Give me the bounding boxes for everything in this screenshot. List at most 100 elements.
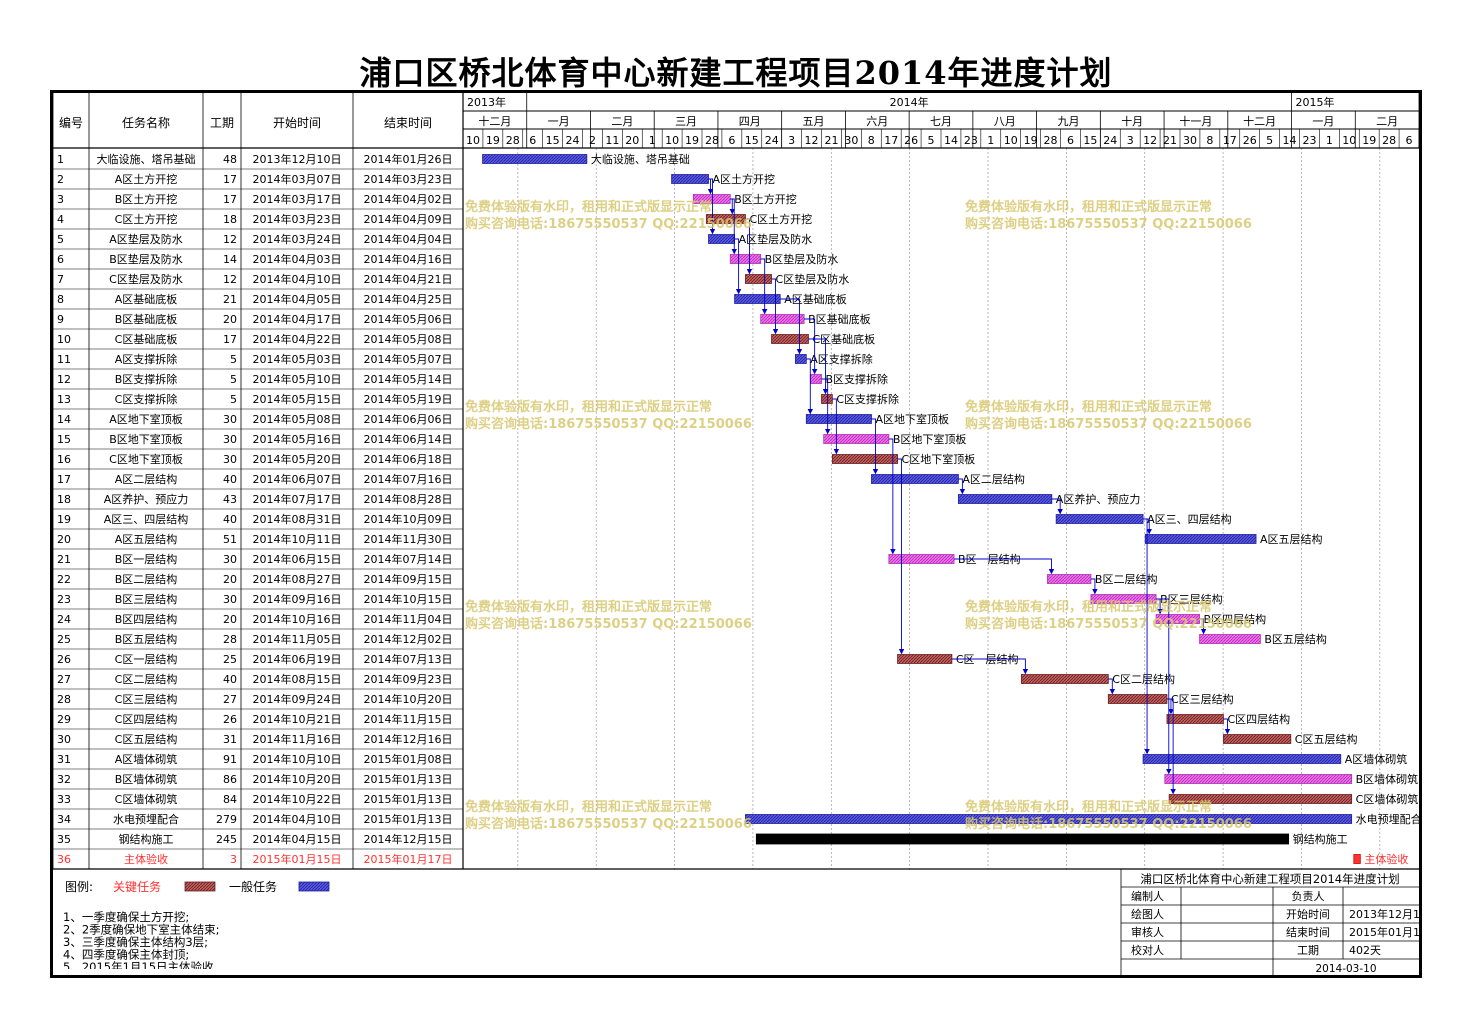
legend-general-swatch: [298, 881, 330, 892]
dependency-arrow: [1143, 518, 1150, 755]
day-label: 24: [566, 134, 580, 147]
dependency-arrow: [951, 658, 1029, 675]
day-label: 28: [1044, 134, 1058, 147]
task-name: B区垫层及防水: [109, 252, 183, 266]
bar-label: B区基础底板: [808, 312, 871, 326]
task-name: 主体验收: [124, 852, 168, 866]
task-duration: 30: [223, 553, 237, 566]
day-label: 24: [1103, 134, 1117, 147]
task-no: 1: [57, 153, 64, 166]
dependency-arrow: [1223, 718, 1231, 735]
task-bar: [1164, 774, 1353, 784]
bar-label: 水电预埋配合: [1356, 812, 1419, 826]
day-label: 30: [844, 134, 858, 147]
bar-label: C区四层结构: [1227, 712, 1290, 726]
task-duration: 5: [230, 373, 237, 386]
watermark-line-2: 购买咨询电话:18675550537 QQ:22150066: [965, 416, 1252, 432]
info-label: 结束时间: [1286, 926, 1330, 939]
task-no: 8: [57, 293, 64, 306]
task-duration: 84: [223, 793, 237, 806]
bar-label: B区地下室顶板: [893, 432, 967, 446]
task-start: 2014年04月22日: [253, 332, 342, 346]
task-no: 33: [57, 793, 71, 806]
task-duration: 51: [223, 533, 237, 546]
task-bar: [760, 314, 805, 324]
watermark-line-1: 免费体验版有水印，租用和正式版显示正常: [965, 799, 1212, 815]
day-label: 17: [884, 134, 898, 147]
task-no: 25: [57, 633, 71, 646]
day-label: 23: [1302, 134, 1316, 147]
task-name: 钢结构施工: [119, 832, 174, 846]
task-start: 2014年04月10日: [253, 272, 342, 286]
task-bar: [1142, 754, 1342, 764]
gantt-frame: 编号 任务名称 工期 开始时间 结束时间 2013年 2014年 2015年 十二月 一月 二月 三月…: [50, 90, 1422, 978]
task-no: 32: [57, 773, 71, 786]
dependency-arrow: [734, 238, 742, 295]
task-no: 10: [57, 333, 71, 346]
task-name: B区二层结构: [115, 572, 178, 586]
task-start: 2014年03月07日: [253, 172, 342, 186]
task-bar: [745, 814, 1353, 824]
task-name: A区五层结构: [115, 532, 178, 546]
task-no: 26: [57, 653, 71, 666]
legend-critical-label: 关键任务: [113, 879, 161, 894]
watermark-line-2: 购买咨询电话:18675550537 QQ:22150066: [465, 416, 752, 432]
day-label: 10: [466, 134, 480, 147]
month-label: 三月: [675, 115, 697, 128]
watermark-line-1: 免费体验版有水印，租用和正式版显示正常: [965, 199, 1212, 215]
task-end: 2014年04月16日: [364, 252, 453, 266]
task-start: 2014年07月17日: [253, 492, 342, 506]
month-label: 四月: [739, 115, 761, 128]
task-end: 2014年04月02日: [364, 192, 453, 206]
bar-label: C区五层结构: [1295, 732, 1358, 746]
dependency-arrow: [1199, 618, 1207, 635]
task-bar: [1168, 794, 1353, 804]
task-duration: 48: [223, 153, 237, 166]
day-label: 8: [1206, 134, 1213, 147]
bar-label: B区三层结构: [1160, 592, 1223, 606]
task-end: 2014年06月18日: [364, 452, 453, 466]
task-name: 水电预埋配合: [113, 812, 179, 826]
task-no: 21: [57, 553, 71, 566]
task-bar: [823, 434, 890, 444]
task-start: 2014年04月03日: [253, 252, 342, 266]
info-label: 绘图人: [1131, 907, 1164, 921]
task-end: 2015年01月08日: [364, 752, 453, 766]
column-header: 编号: [59, 115, 83, 130]
task-start: 2014年09月24日: [253, 692, 342, 706]
column-header: 任务名称: [122, 115, 170, 130]
task-end: 2014年11月04日: [364, 612, 453, 626]
column-header: 工期: [210, 116, 234, 130]
task-no: 30: [57, 733, 71, 746]
task-duration: 86: [223, 773, 237, 786]
task-start: 2014年05月15日: [253, 392, 342, 406]
bar-label: C区土方开挖: [749, 212, 812, 226]
task-duration: 20: [223, 313, 237, 326]
task-no: 11: [57, 353, 71, 366]
dependency-arrow: [1108, 678, 1115, 695]
task-start: 2014年05月20日: [253, 452, 342, 466]
task-name: A区墙体砌筑: [115, 752, 178, 766]
day-label: 15: [1083, 134, 1097, 147]
dependency-arrow: [821, 378, 831, 435]
day-label: 10: [1004, 134, 1018, 147]
task-end: 2014年12月02日: [364, 632, 453, 646]
bar-label: 主体验收: [1364, 852, 1408, 866]
task-end: 2015年01月13日: [364, 772, 453, 786]
task-name: C区支撑拆除: [115, 392, 178, 406]
watermark-line-1: 免费体验版有水印，租用和正式版显示正常: [465, 399, 712, 415]
task-name: A区二层结构: [115, 472, 178, 486]
note-line: 5、2015年1月15日主体验收: [63, 960, 214, 974]
task-end: 2014年11月15日: [364, 712, 453, 726]
year-label: 2015年: [1296, 95, 1335, 109]
watermark-line-1: 免费体验版有水印，租用和正式版显示正常: [965, 399, 1212, 415]
task-name: C区地下室顶板: [109, 452, 183, 466]
dependency-arrow: [958, 478, 966, 495]
day-label: 12: [1143, 134, 1157, 147]
bar-label: B区五层结构: [1264, 632, 1327, 646]
task-duration: 40: [223, 473, 237, 486]
task-bar: [1144, 534, 1257, 544]
dependency-arrow: [897, 458, 905, 655]
task-end: 2014年05月14日: [364, 372, 453, 386]
task-duration: 40: [223, 513, 237, 526]
